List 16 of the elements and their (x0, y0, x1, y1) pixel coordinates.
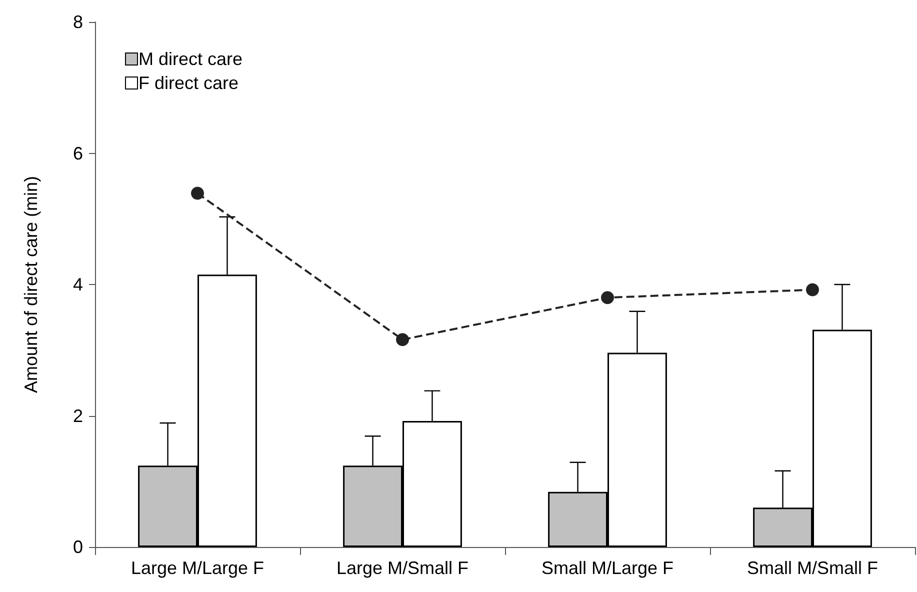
legend-label: F direct care (138, 73, 239, 93)
y-tick-label: 6 (72, 143, 83, 164)
point (191, 186, 204, 200)
x-tick-label: Small M/Large F (541, 558, 674, 578)
x-tick-label: Large M/Small F (336, 558, 469, 578)
y-tick-label: 0 (72, 537, 83, 557)
x-tick-label: Small M/Small F (746, 558, 878, 578)
point (396, 333, 409, 346)
point (806, 283, 819, 296)
y-tick-label: 8 (72, 12, 83, 32)
y-axis-title: Amount of direct care (min) (21, 176, 41, 394)
y-tick-label: 4 (72, 274, 83, 294)
legend-label: M direct care (138, 49, 243, 69)
y-tick-label: 2 (72, 406, 83, 426)
x-tick-label: Large M/Large F (130, 558, 264, 578)
point (601, 291, 614, 304)
